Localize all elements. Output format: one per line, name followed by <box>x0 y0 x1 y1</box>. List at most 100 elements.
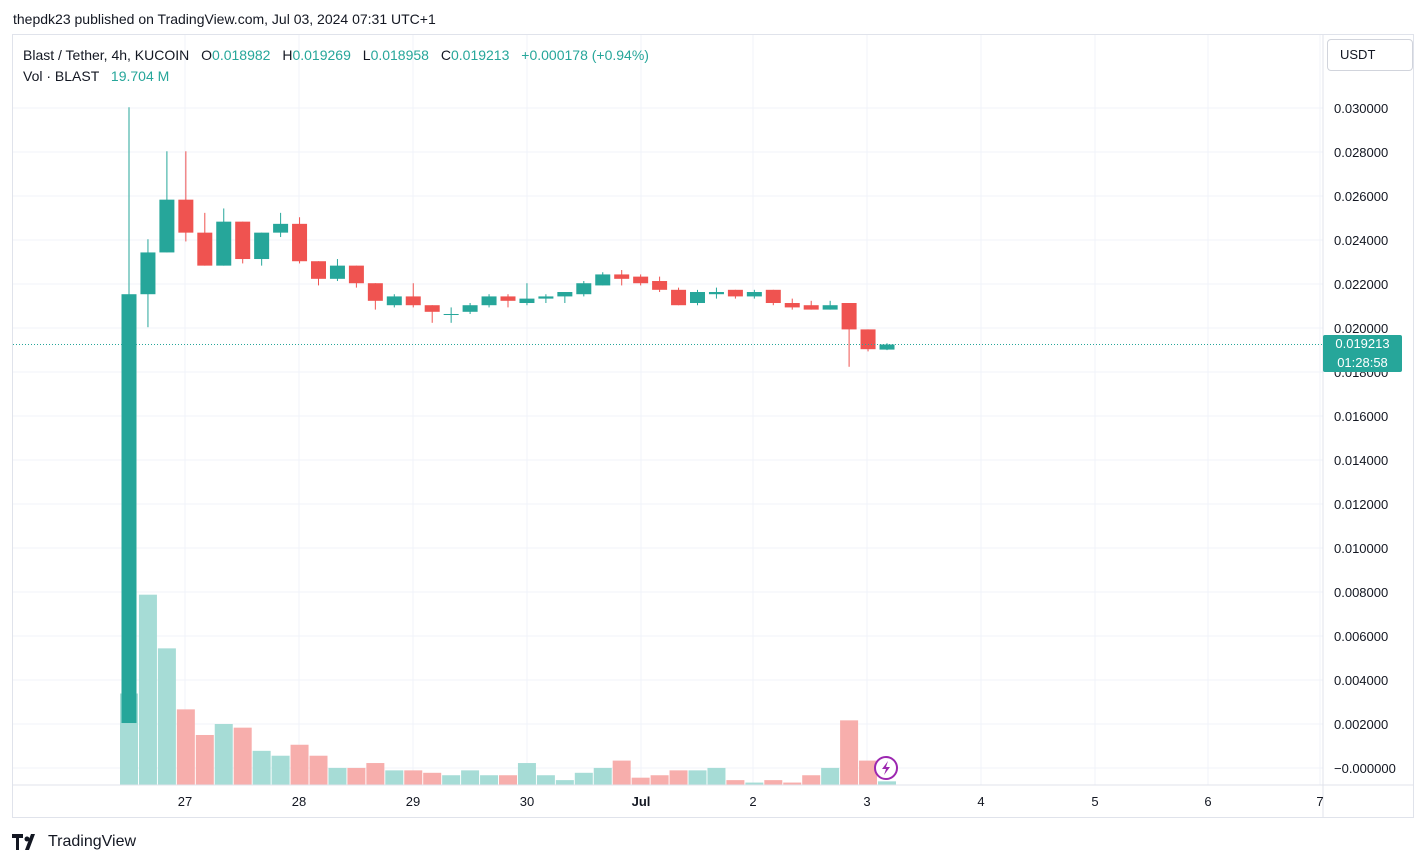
x-tick-label: Jul <box>632 794 651 809</box>
tradingview-logo[interactable]: TradingView <box>12 831 136 853</box>
time-axis[interactable]: 27 28 29 30 Jul 2 3 4 5 6 7 <box>13 784 1413 809</box>
candle-body <box>690 292 705 304</box>
volume-bar <box>176 709 195 785</box>
candle-body <box>292 223 308 262</box>
volume-bar <box>157 648 176 785</box>
candle-body <box>500 296 516 301</box>
volume-bar <box>385 770 404 785</box>
x-tick-label: 30 <box>520 794 534 809</box>
volume-bar <box>271 755 290 785</box>
currency-button[interactable]: USDT <box>1327 39 1413 71</box>
change-value: +0.000178 (+0.94%) <box>521 47 649 63</box>
volume-bar <box>612 760 631 785</box>
volume-bar <box>442 775 461 785</box>
volume-label: Vol · BLAST <box>23 68 100 84</box>
volume-bar <box>783 782 802 785</box>
volume-bar <box>536 775 555 785</box>
volume-bar <box>214 724 233 785</box>
candle-body <box>235 221 251 260</box>
candle-body <box>519 298 535 304</box>
y-tick-label: 0.008000 <box>1334 585 1388 600</box>
candle-body <box>140 252 156 295</box>
candle-body <box>576 283 592 295</box>
y-tick-label: 0.014000 <box>1334 453 1388 468</box>
top-bar: thepdk23 published on TradingView.com, J… <box>0 0 1428 34</box>
y-tick-label: 0.016000 <box>1334 409 1388 424</box>
open-key: O <box>201 47 213 63</box>
y-tick-label: 0.004000 <box>1334 673 1388 688</box>
volume-bar <box>555 780 574 785</box>
last-price-tag: 0.019213 <box>1323 335 1402 353</box>
legend-row-price: Blast / Tether, 4h, KUCOIN O0.018982 H0.… <box>23 45 649 66</box>
volume-bar <box>347 767 366 785</box>
y-tick-label: 0.012000 <box>1334 497 1388 512</box>
candle-body <box>765 289 781 304</box>
volume-bar <box>669 770 688 785</box>
volume-bar <box>878 781 896 785</box>
x-tick-label: 2 <box>749 794 756 809</box>
candle-body <box>273 223 289 233</box>
x-tick-label: 28 <box>292 794 306 809</box>
candle-body <box>159 199 175 253</box>
x-tick-label: 29 <box>406 794 420 809</box>
candle-body <box>121 294 137 724</box>
volume-bars <box>120 594 896 785</box>
candle-body <box>197 232 213 266</box>
y-tick-label: 0.026000 <box>1334 189 1388 204</box>
candle-body <box>443 314 459 316</box>
candle-body <box>386 296 402 306</box>
candle-body <box>841 303 857 330</box>
close-key: C <box>440 47 451 63</box>
x-tick-label: 3 <box>863 794 870 809</box>
chart-frame <box>12 34 1414 818</box>
candle-body <box>481 296 497 306</box>
candle-body <box>424 305 440 312</box>
x-tick-label: 5 <box>1091 794 1098 809</box>
tradingview-brand: TradingView <box>48 833 137 850</box>
open-value: 0.018982 <box>212 47 271 63</box>
volume-bar <box>423 772 442 785</box>
volume-bar <box>650 775 669 785</box>
candle-body <box>462 305 478 312</box>
volume-bar <box>574 772 593 785</box>
candle-body <box>746 292 762 297</box>
volume-bar <box>859 760 878 785</box>
y-tick-label: 0.002000 <box>1334 717 1388 732</box>
lightning-bolt-icon[interactable] <box>874 756 898 780</box>
price-axis[interactable]: 0.030000 0.028000 0.026000 0.024000 0.022000… <box>1322 35 1396 818</box>
volume-bar <box>404 770 423 785</box>
volume-bar <box>309 755 328 785</box>
candle-body <box>614 274 630 279</box>
volume-bar <box>461 770 480 785</box>
volume-bar <box>726 780 745 785</box>
y-tick-label: 0.022000 <box>1334 277 1388 292</box>
volume-bar <box>328 767 347 785</box>
candle-body <box>784 303 800 308</box>
candles <box>121 107 895 724</box>
volume-bar <box>688 770 707 785</box>
y-tick-label: 0.028000 <box>1334 145 1388 160</box>
volume-bar <box>499 775 517 785</box>
candle-body <box>822 305 838 310</box>
volume-bar <box>593 767 612 785</box>
tradingview-logo-icon <box>12 834 35 850</box>
candle-body <box>803 305 819 310</box>
candle-body <box>329 265 345 279</box>
volume-bar <box>366 763 385 785</box>
candle-body <box>367 283 383 301</box>
candle-body <box>178 199 194 233</box>
legend-row-volume: Vol · BLAST 19.704 M <box>23 66 649 87</box>
candle-body <box>652 281 668 290</box>
volume-bar <box>821 767 840 785</box>
candle-body <box>405 296 421 306</box>
high-key: H <box>282 47 293 63</box>
candle-body <box>557 292 573 297</box>
candle-body <box>727 289 743 297</box>
volume-bar <box>840 720 859 785</box>
volume-bar <box>517 763 536 785</box>
x-tick-label: 6 <box>1204 794 1211 809</box>
volume-bar <box>233 727 252 785</box>
y-tick-label: 0.024000 <box>1334 233 1388 248</box>
volume-bar <box>138 594 157 785</box>
